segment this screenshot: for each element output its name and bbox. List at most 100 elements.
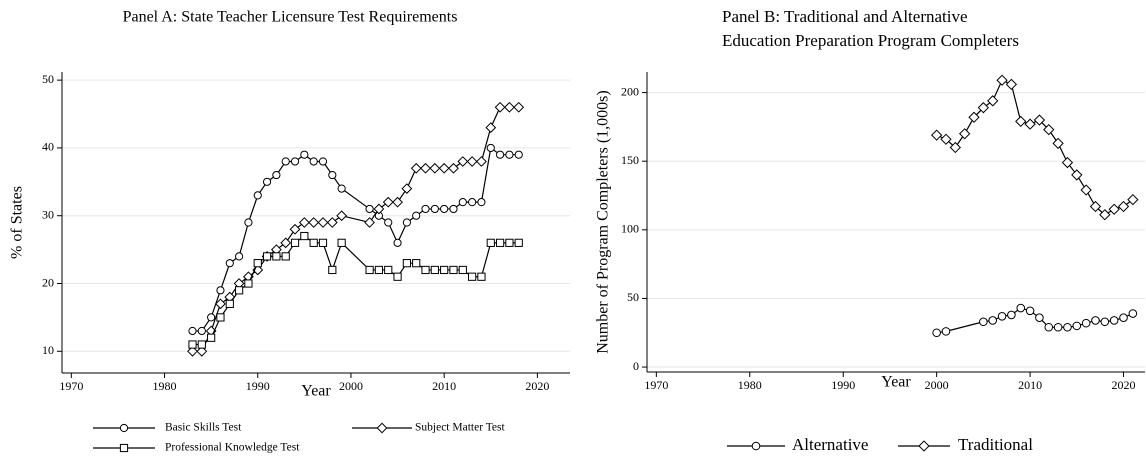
marker	[458, 198, 467, 207]
marker	[514, 150, 523, 159]
marker	[244, 279, 253, 288]
marker	[979, 317, 988, 327]
marker	[309, 238, 318, 247]
marker	[384, 265, 393, 275]
chart-title: Panel A: State Teacher Licensure Test Re…	[123, 9, 458, 26]
marker	[365, 265, 374, 275]
y-tick-label: 40	[42, 140, 54, 154]
y-tick-label: 10	[42, 343, 54, 357]
marker	[374, 265, 384, 275]
marker	[1109, 316, 1119, 325]
marker	[300, 150, 309, 159]
marker	[940, 133, 952, 145]
marker	[1108, 203, 1120, 215]
marker	[504, 101, 515, 113]
marker	[1100, 317, 1110, 327]
marker	[119, 443, 129, 453]
marker	[272, 252, 281, 261]
marker	[1007, 310, 1016, 320]
marker	[401, 183, 413, 194]
marker	[1035, 313, 1044, 322]
marker	[458, 265, 467, 275]
marker	[996, 74, 1008, 86]
marker	[430, 265, 439, 275]
marker	[1091, 316, 1100, 325]
marker	[402, 218, 411, 227]
marker	[448, 162, 459, 174]
marker	[365, 204, 374, 214]
x-tick-label: 1970	[59, 379, 83, 393]
marker	[988, 316, 998, 325]
marker	[420, 162, 431, 174]
marker	[382, 196, 394, 208]
marker	[751, 441, 761, 451]
marker	[1080, 184, 1092, 196]
marker	[252, 264, 264, 276]
marker	[438, 162, 450, 174]
x-axis-label: Year	[881, 374, 911, 391]
marker	[197, 326, 206, 336]
x-tick-label: 2010	[432, 379, 456, 393]
legend-label: Professional Knowledge Test	[165, 442, 300, 454]
marker	[440, 204, 449, 214]
marker	[932, 328, 941, 338]
marker	[289, 223, 301, 235]
marker	[281, 157, 290, 166]
marker	[1033, 114, 1046, 126]
y-axis-label: % of States	[9, 186, 26, 259]
marker	[457, 156, 469, 167]
marker	[1024, 118, 1036, 130]
legend-label: Subject Matter Test	[415, 422, 505, 434]
marker	[468, 272, 477, 281]
marker	[1015, 115, 1027, 128]
marker	[930, 129, 943, 141]
marker	[495, 238, 505, 247]
marker	[1128, 309, 1138, 318]
x-tick-label: 1990	[831, 378, 855, 392]
marker	[280, 237, 292, 249]
marker	[235, 286, 244, 295]
marker	[235, 252, 244, 261]
marker	[1025, 306, 1035, 316]
series-line	[192, 106, 519, 352]
x-tick-label: 2010	[1018, 378, 1042, 392]
y-tick-label: 200	[621, 84, 639, 98]
marker	[317, 217, 329, 228]
marker	[364, 217, 375, 228]
marker	[514, 238, 523, 247]
marker	[216, 313, 225, 322]
marker	[477, 272, 486, 281]
marker	[494, 101, 506, 113]
marker	[215, 298, 226, 310]
marker	[188, 326, 197, 336]
marker	[318, 238, 328, 247]
marker	[300, 231, 309, 241]
marker	[412, 259, 421, 268]
marker	[216, 286, 225, 295]
marker	[262, 252, 272, 261]
marker	[449, 204, 458, 214]
marker	[308, 217, 320, 228]
marker	[207, 333, 216, 342]
x-tick-label: 2000	[339, 379, 363, 393]
marker	[968, 111, 980, 123]
marker	[196, 345, 208, 357]
marker	[918, 440, 930, 452]
marker	[309, 157, 318, 166]
marker	[392, 196, 403, 208]
marker	[1044, 322, 1054, 332]
series-line	[192, 146, 519, 332]
marker	[253, 259, 262, 268]
marker	[987, 95, 999, 107]
marker	[119, 423, 129, 433]
y-tick-label: 0	[633, 359, 639, 373]
y-tick-label: 30	[42, 207, 54, 221]
marker	[468, 198, 477, 207]
marker	[477, 198, 486, 207]
marker	[328, 265, 337, 275]
marker	[197, 340, 206, 349]
marker	[393, 238, 402, 247]
marker	[225, 259, 234, 268]
marker	[337, 184, 346, 193]
